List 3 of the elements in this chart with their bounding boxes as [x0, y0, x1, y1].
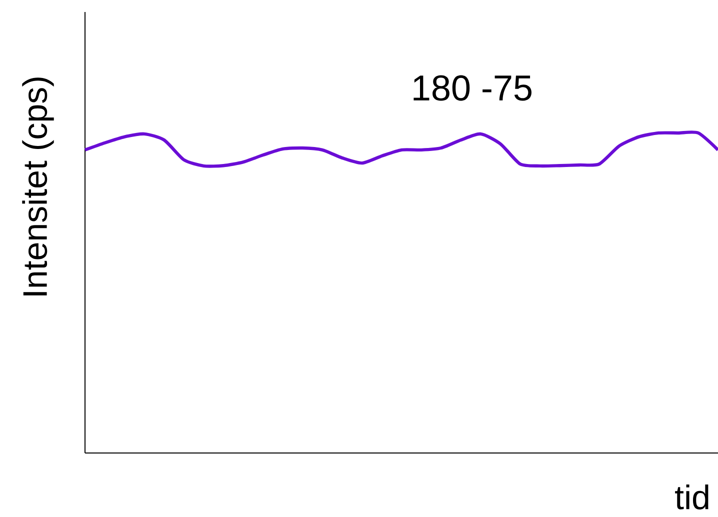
text: 180 -75	[414, 75, 532, 101]
x-axis-title: tid	[675, 484, 708, 510]
y-axis-title: Intensitet (cps)	[22, 78, 54, 296]
